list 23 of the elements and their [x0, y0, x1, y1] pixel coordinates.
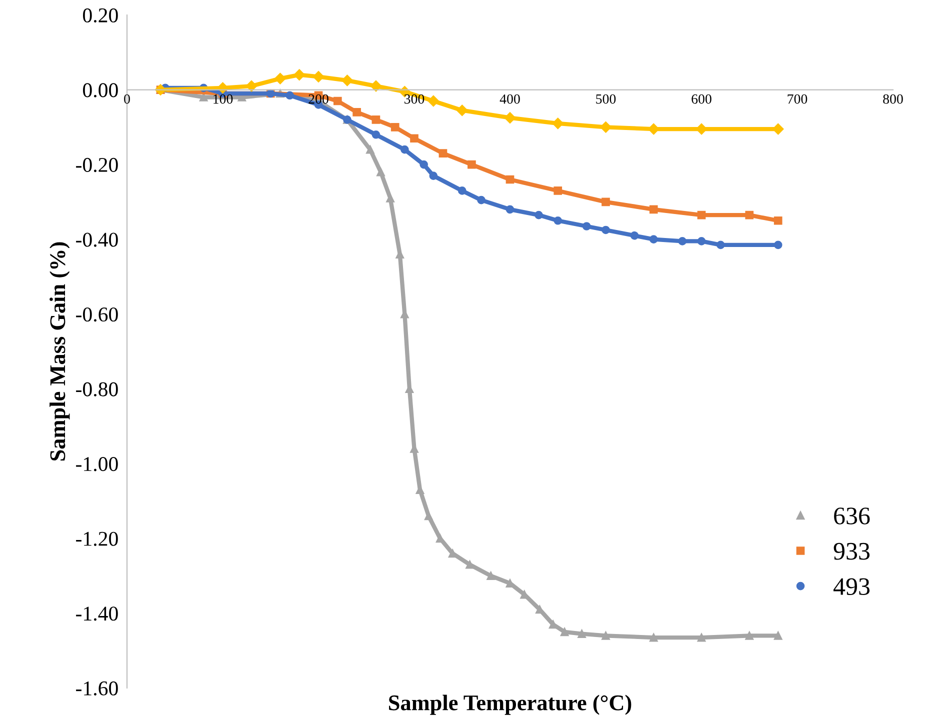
x-tick-label: 400: [500, 94, 520, 104]
y-axis-title: Sample Mass Gain (%): [50, 242, 70, 461]
y-tick-label: -0.40: [76, 232, 118, 247]
legend-label: 493: [833, 578, 870, 596]
y-tick-label: -0.60: [76, 307, 118, 322]
y-tick-label: -1.40: [76, 606, 118, 621]
y-tick-label: 0.20: [83, 8, 118, 23]
x-tick-label: 800: [883, 94, 903, 104]
y-tick-label: -1.60: [76, 681, 118, 696]
y-tick-label: -0.20: [76, 158, 118, 172]
x-axis-title: Sample Temperature (°C): [389, 694, 632, 715]
y-tick-label: 0.00: [83, 83, 118, 98]
x-tick-label: 100: [214, 94, 233, 104]
y-tick-label: -1.00: [76, 457, 118, 472]
y-tick-label: -1.20: [76, 532, 118, 546]
legend-label: 933: [834, 542, 870, 560]
x-tick-label: 500: [596, 94, 616, 104]
x-tick-label: 700: [788, 94, 808, 104]
y-tick-label: -0.80: [76, 382, 118, 396]
x-tick-label: 300: [404, 94, 424, 104]
x-tick-label: 0: [124, 94, 130, 104]
legend-label: 636: [834, 508, 870, 524]
x-tick-label: 600: [692, 94, 712, 104]
